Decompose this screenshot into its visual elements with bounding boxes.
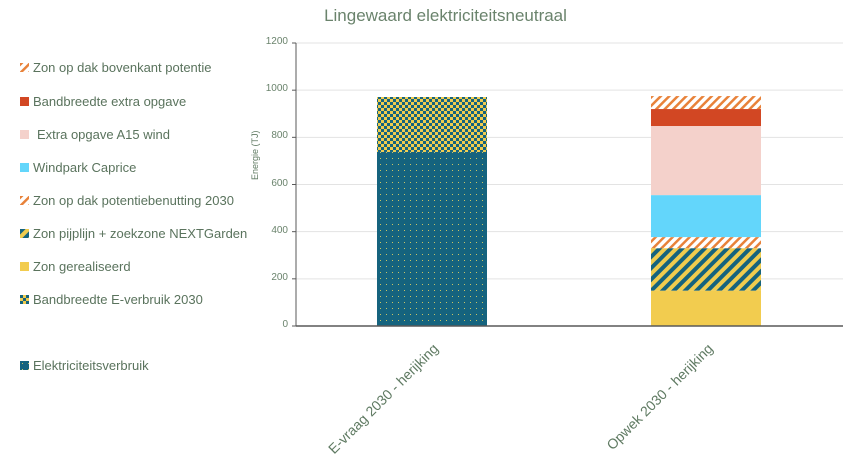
legend-item: Zon op dak potentiebenutting 2030 xyxy=(20,193,234,208)
y-tick-label: 600 xyxy=(271,177,288,189)
y-tick-label: 1200 xyxy=(265,36,288,47)
y-tick-label: 0 xyxy=(282,319,288,330)
legend-item: Bandbreedte extra opgave xyxy=(20,94,186,109)
y-tick-label: 400 xyxy=(271,224,288,236)
y-tick-label: 1000 xyxy=(265,83,288,95)
bar-segment xyxy=(651,126,761,196)
legend-swatch-icon xyxy=(20,97,29,106)
legend-swatch-icon xyxy=(20,163,29,172)
legend-label: Bandbreedte E-verbruik 2030 xyxy=(33,292,203,307)
legend-item: Extra opgave A15 wind xyxy=(20,127,170,142)
legend-item: Zon op dak bovenkant potentie xyxy=(20,60,212,75)
legend-swatch-icon xyxy=(20,262,29,271)
legend-swatch-icon xyxy=(20,295,29,304)
bar-segment xyxy=(377,151,487,326)
legend-swatch-icon xyxy=(20,196,29,205)
legend-swatch-icon xyxy=(20,130,29,139)
legend-label: Zon op dak bovenkant potentie xyxy=(33,60,212,75)
chart-title: Lingewaard elektriciteitsneutraal xyxy=(324,6,567,25)
legend-item: Zon gerealiseerd xyxy=(20,259,131,274)
legend-label: Zon gerealiseerd xyxy=(33,259,131,274)
y-tick-label: 200 xyxy=(271,271,288,283)
bar-segment xyxy=(651,195,761,238)
legend-label: Zon pijplijn + zoekzone NEXTGarden xyxy=(33,226,248,241)
legend-label: Elektriciteitsverbruik xyxy=(33,358,149,373)
legend-label: Windpark Caprice xyxy=(33,160,137,175)
y-tick-label: 800 xyxy=(271,130,288,142)
legend-item: Bandbreedte E-verbruik 2030 xyxy=(20,292,203,307)
bar-segment xyxy=(377,97,487,152)
legend-item: Windpark Caprice xyxy=(20,160,136,175)
bar-segment xyxy=(651,290,761,326)
bar-segment xyxy=(651,248,761,291)
bar-segment xyxy=(651,237,761,249)
legend-swatch-icon xyxy=(20,63,29,72)
bar-segment xyxy=(651,109,761,127)
legend-label: Extra opgave A15 wind xyxy=(37,127,170,142)
legend-swatch-icon xyxy=(20,229,29,238)
legend-item: Zon pijplijn + zoekzone NEXTGarden xyxy=(20,226,247,241)
legend-label: Zon op dak potentiebenutting 2030 xyxy=(33,193,234,208)
legend-item: Elektriciteitsverbruik xyxy=(20,358,149,373)
bar-segment xyxy=(651,96,761,110)
legend-swatch-icon xyxy=(20,361,29,370)
y-axis-ticks: 0 200 400 600 800 1000 1200 xyxy=(248,0,288,469)
legend-label: Bandbreedte extra opgave xyxy=(33,94,187,109)
